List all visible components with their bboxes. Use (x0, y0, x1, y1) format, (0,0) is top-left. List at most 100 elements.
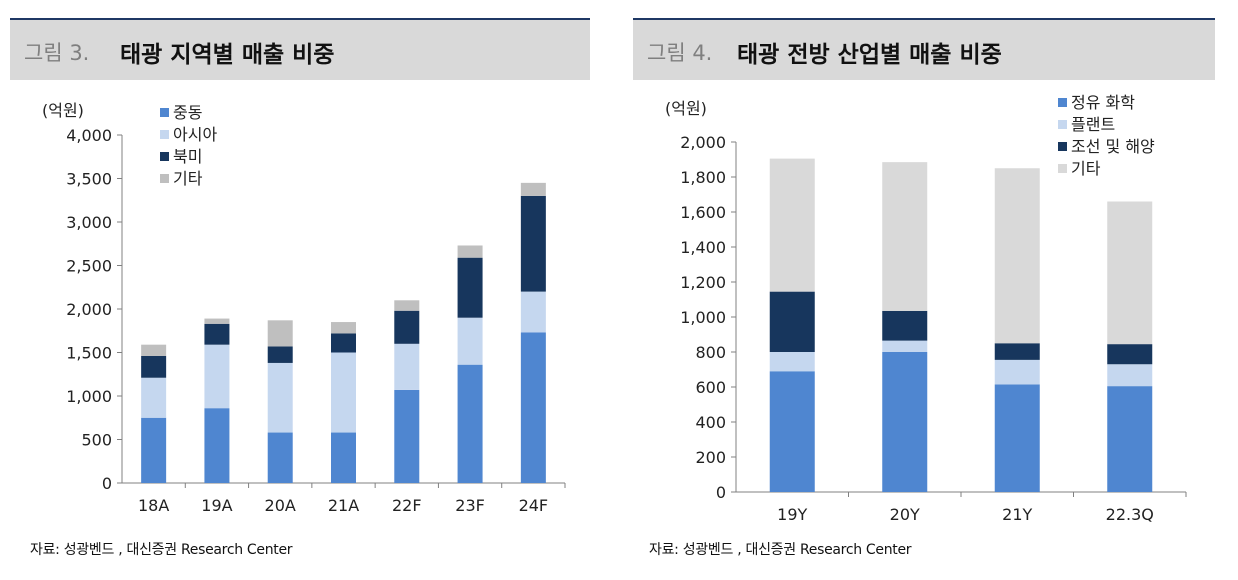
bar-segment-기타 (204, 318, 230, 324)
legend-swatch (1058, 98, 1067, 107)
bar-segment-중동 (457, 364, 483, 483)
bar-segment-기타 (394, 300, 420, 311)
source-note: 자료: 성광벤드 , 대신증권 Research Center (649, 542, 912, 558)
bar-segment-플랜트 (769, 352, 815, 372)
x-tick-label: 20Y (890, 505, 920, 524)
bar-segment-정유 화학 (882, 352, 928, 492)
bar-segment-중동 (394, 389, 420, 483)
bar-segment-북미 (520, 195, 546, 292)
figure-4-panel: 그림 4. 태광 전방 산업별 매출 비중 (억원) 0 200 400 600 800 1… (633, 18, 1215, 578)
legend-label: 아시아 (173, 125, 217, 144)
top-rule (633, 18, 1215, 20)
legend-label: 플랜트 (1071, 115, 1115, 134)
x-tick-label: 24F (519, 496, 549, 515)
legend-label: 기타 (1071, 159, 1101, 178)
x-tick-label: 19A (201, 496, 232, 515)
x-tick-label: 21A (328, 496, 359, 515)
bar-segment-북미 (394, 310, 420, 344)
y-tick-label: 1,800 (680, 168, 726, 187)
bar-segment-중동 (141, 417, 167, 483)
legend-swatch (160, 174, 169, 183)
bar-segment-북미 (141, 355, 167, 378)
y-tick-label: 1,600 (680, 203, 726, 222)
top-rule (10, 18, 590, 20)
title-band: 그림 4. 태광 전방 산업별 매출 비중 (633, 20, 1215, 80)
bar-segment-정유 화학 (994, 384, 1040, 492)
bar-segment-아시아 (204, 344, 230, 409)
y-tick-label: 400 (695, 413, 726, 432)
bar-segment-북미 (267, 346, 293, 363)
y-tick-label: 2,500 (66, 257, 112, 276)
bar-segment-중동 (267, 432, 293, 483)
y-tick-label: 0 (716, 483, 726, 502)
bar-segment-플랜트 (994, 359, 1040, 385)
legend-swatch (160, 130, 169, 139)
bar-segment-기타 (769, 158, 815, 292)
y-tick-label: 0 (102, 474, 112, 493)
title-band: 그림 3. 태광 지역별 매출 비중 (10, 20, 590, 80)
bar-segment-기타 (141, 344, 167, 356)
y-tick-label: 1,000 (680, 308, 726, 327)
bar-segment-기타 (267, 320, 293, 347)
region-sales-chart: (억원) 0 500 1,000 1,500 2,000 2,500 3,000 3,500 4,… (42, 101, 566, 515)
bar-segment-기타 (882, 162, 928, 311)
bar-segment-기타 (520, 182, 546, 196)
x-tick-label: 19Y (777, 505, 807, 524)
x-tick-label: 18A (138, 496, 169, 515)
bar-segment-기타 (994, 168, 1040, 344)
legend-swatch (1058, 142, 1067, 151)
bar-segment-조선 및 해양 (1107, 344, 1153, 365)
y-tick-label: 1,000 (66, 387, 112, 406)
legend-label: 북미 (173, 147, 202, 166)
x-tick-label: 20A (265, 496, 296, 515)
legend-swatch (1058, 164, 1067, 173)
y-tick-label: 1,500 (66, 344, 112, 363)
legend-label: 정유 화학 (1071, 93, 1135, 112)
y-tick-label: 1,400 (680, 238, 726, 257)
figure-title: 태광 지역별 매출 비중 (120, 42, 335, 68)
bar-segment-북미 (331, 333, 356, 353)
bar-segment-아시아 (520, 291, 546, 333)
bar-segment-북미 (204, 323, 230, 345)
y-tick-label: 4,000 (66, 126, 112, 145)
bar-segment-아시아 (267, 362, 293, 433)
legend-label: 조선 및 해양 (1071, 137, 1155, 156)
bar-segment-플랜트 (1107, 364, 1153, 387)
bar-segment-중동 (204, 408, 230, 483)
bar-segment-플랜트 (882, 340, 928, 352)
x-tick-label: 21Y (1002, 505, 1032, 524)
bar-segment-아시아 (457, 317, 483, 365)
bar-segment-중동 (520, 332, 546, 483)
bar-segment-정유 화학 (1107, 386, 1153, 492)
bar-segment-조선 및 해양 (994, 343, 1040, 360)
bar-segment-아시아 (331, 352, 356, 433)
legend-label: 중동 (173, 103, 202, 122)
y-tick-label: 200 (695, 448, 726, 467)
figure-3-panel: 그림 3. 태광 지역별 매출 비중 (억원) 0 500 1,000 1,500 2,0… (10, 18, 590, 578)
legend-swatch (160, 108, 169, 117)
x-tick-label: 22.3Q (1106, 505, 1154, 524)
figure-label: 그림 4. (647, 41, 713, 65)
y-tick-label: 1,200 (680, 273, 726, 292)
legend-swatch (1058, 120, 1067, 129)
bar-segment-정유 화학 (769, 371, 815, 492)
x-tick-label: 22F (392, 496, 422, 515)
bar-segment-기타 (331, 322, 356, 334)
industry-sales-chart: (억원) 0 200 400 600 800 1,000 1,200 1,400 1,600 1,8… (665, 93, 1187, 524)
source-note: 자료: 성광벤드 , 대신증권 Research Center (30, 542, 293, 558)
y-tick-label: 500 (81, 431, 112, 450)
unit-label: (억원) (42, 101, 84, 120)
bar-segment-중동 (331, 432, 356, 483)
y-tick-label: 3,000 (66, 213, 112, 232)
bar-segment-북미 (457, 257, 483, 318)
x-tick-label: 23F (455, 496, 485, 515)
y-tick-label: 800 (695, 343, 726, 362)
y-tick-label: 600 (695, 378, 726, 397)
figure-title: 태광 전방 산업별 매출 비중 (737, 42, 1002, 68)
legend-swatch (160, 152, 169, 161)
bar-segment-기타 (457, 245, 483, 258)
unit-label: (억원) (665, 99, 707, 118)
y-tick-label: 2,000 (680, 133, 726, 152)
y-tick-label: 3,500 (66, 170, 112, 189)
figure-label: 그림 3. (24, 41, 90, 65)
